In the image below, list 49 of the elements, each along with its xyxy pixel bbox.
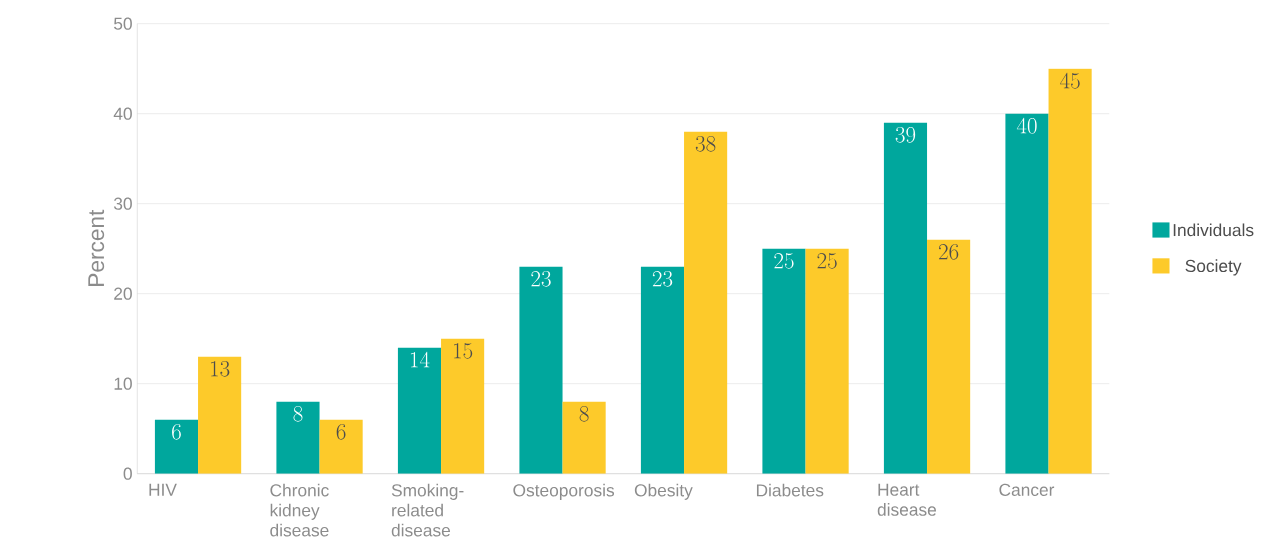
data-label: 13 — [211, 361, 230, 377]
data-label: 45 — [1060, 72, 1080, 89]
bar — [640, 266, 685, 474]
y-tick-label: 10 — [114, 377, 132, 390]
data-label: 25 — [817, 253, 837, 269]
x-tick-label: Obesity — [634, 483, 693, 500]
bar — [762, 248, 806, 474]
data-label: 6 — [172, 424, 181, 440]
bar — [927, 239, 971, 474]
bar — [519, 266, 563, 474]
bar — [1048, 68, 1092, 474]
x-tick-label: Diabetes — [756, 483, 824, 497]
data-label: 8 — [579, 406, 589, 422]
data-label: 6 — [336, 424, 346, 440]
x-tick-label: Cancer — [999, 483, 1055, 497]
x-tick-label: Chronic kidney disease — [270, 483, 329, 537]
y-axis-title: Percent — [88, 209, 105, 286]
x-tick-label: HIV — [149, 483, 177, 496]
data-label: 8 — [293, 406, 303, 422]
bar — [562, 401, 606, 474]
y-tick-label: 0 — [123, 467, 132, 480]
y-tick-label: 30 — [113, 197, 132, 210]
bar — [276, 401, 320, 474]
bar — [441, 338, 485, 474]
bar — [154, 419, 199, 474]
data-label: 40 — [1016, 117, 1037, 134]
data-label: 14 — [410, 351, 430, 368]
bar — [1005, 113, 1049, 474]
y-tick-label: 50 — [113, 17, 132, 30]
x-tick-label: Heart disease — [877, 483, 936, 516]
data-label: 15 — [454, 343, 473, 359]
data-label: 25 — [774, 253, 794, 269]
legend-label: Society — [1185, 259, 1242, 276]
data-label: 23 — [652, 271, 673, 287]
bar — [397, 347, 442, 474]
x-tick-label: Smoking-related disease — [391, 483, 464, 537]
y-tick-label: 20 — [114, 287, 132, 300]
x-tick-label: Osteoporosis — [513, 483, 615, 500]
bar — [883, 122, 928, 474]
data-label: 26 — [938, 244, 959, 260]
bar — [198, 356, 242, 474]
data-label: 23 — [531, 271, 551, 287]
y-tick-label: 40 — [113, 107, 132, 120]
legend-label: Individuals — [1173, 223, 1254, 237]
bar — [319, 419, 363, 474]
bar — [805, 248, 849, 474]
bar — [684, 131, 728, 474]
data-label: 38 — [695, 136, 716, 152]
data-label: 39 — [895, 127, 916, 143]
